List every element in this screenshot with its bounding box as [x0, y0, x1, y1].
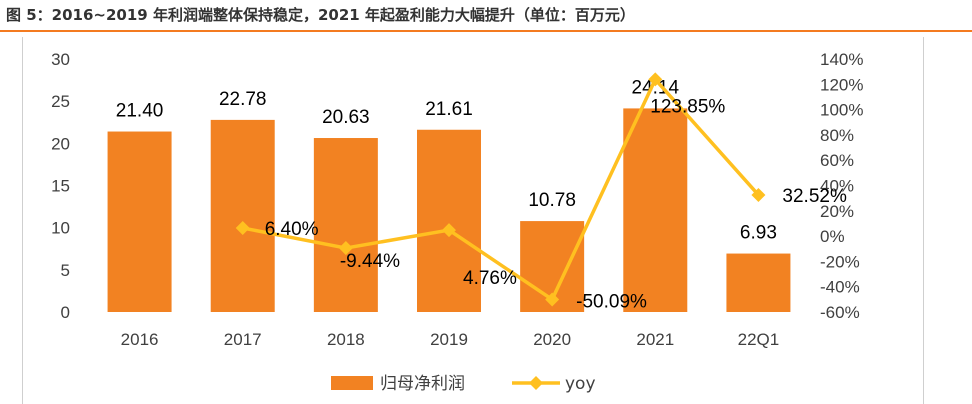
line-series — [235, 72, 766, 307]
legend: 归母净利润 yoy — [331, 374, 596, 394]
right-tick-label: 0% — [820, 227, 845, 246]
left-tick-label: 25 — [51, 92, 70, 111]
left-tick-label: 20 — [51, 134, 70, 153]
legend-bar-label: 归母净利润 — [380, 374, 465, 394]
bar — [726, 253, 791, 312]
bar-value-label: 21.61 — [425, 99, 473, 120]
chart-frame — [22, 37, 924, 404]
yoy-value-label: 6.40% — [265, 219, 319, 240]
bar — [107, 131, 172, 312]
left-tick-label: 5 — [61, 261, 70, 280]
right-tick-label: 80% — [820, 126, 854, 145]
line-data-labels: 6.40% -9.44% 4.76% -50.09% 123.85% 32.52% — [265, 96, 847, 312]
right-tick-label: -60% — [820, 303, 860, 322]
figure-title-bar: 图 5：2016~2019 年利润端整体保持稳定，2021 年起盈利能力大幅提升… — [0, 0, 972, 32]
right-tick-label: 100% — [820, 101, 863, 120]
left-axis: 0 5 10 15 20 25 30 — [51, 50, 70, 322]
right-tick-label: 120% — [820, 75, 863, 94]
right-tick-label: 40% — [820, 177, 854, 196]
x-tick-label: 2020 — [533, 330, 571, 349]
yoy-line — [242, 77, 760, 302]
bar-value-label: 22.78 — [219, 89, 267, 110]
bar — [623, 108, 688, 312]
title-underline — [0, 30, 972, 32]
yoy-value-label: -9.44% — [340, 251, 400, 272]
x-axis: 2016 2017 2018 2019 2020 2021 22Q1 — [121, 330, 780, 349]
figure-title: 图 5：2016~2019 年利润端整体保持稳定，2021 年起盈利能力大幅提升… — [6, 6, 635, 24]
left-tick-label: 0 — [61, 303, 70, 322]
bar — [313, 138, 378, 312]
bar-series — [107, 108, 791, 312]
legend-line-label: yoy — [565, 374, 596, 394]
bar — [417, 129, 481, 312]
bar — [210, 119, 275, 312]
legend-line-marker — [529, 376, 543, 390]
right-tick-label: 140% — [820, 50, 863, 69]
left-tick-label: 30 — [51, 50, 70, 69]
yoy-marker — [751, 187, 766, 202]
yoy-marker — [648, 72, 663, 87]
left-tick-label: 10 — [51, 219, 70, 238]
x-tick-label: 2021 — [636, 330, 674, 349]
yoy-value-label: -50.09% — [576, 291, 647, 312]
bar-value-label: 6.93 — [740, 223, 777, 244]
x-tick-label: 2019 — [430, 330, 468, 349]
bar-value-label: 21.40 — [116, 101, 164, 122]
yoy-value-label: 4.76% — [463, 268, 517, 289]
yoy-value-label: 32.52% — [782, 186, 847, 207]
right-tick-label: 60% — [820, 151, 854, 170]
right-tick-label: -20% — [820, 252, 860, 271]
yoy-marker — [235, 221, 250, 236]
bar-value-label: 10.78 — [528, 190, 576, 211]
x-tick-label: 2018 — [327, 330, 365, 349]
right-tick-label: -40% — [820, 278, 860, 297]
right-axis: -60% -40% -20% 0% 20% 40% 60% 80% 100% 120% 140% — [820, 50, 863, 322]
legend-bar-swatch — [331, 376, 373, 390]
left-tick-label: 15 — [51, 177, 70, 196]
yoy-marker — [338, 241, 353, 256]
x-tick-label: 2017 — [224, 330, 262, 349]
yoy-marker — [545, 292, 560, 307]
yoy-marker — [442, 223, 456, 238]
yoy-value-label: 123.85% — [650, 96, 725, 117]
right-tick-label: 20% — [820, 202, 854, 221]
x-tick-label: 2016 — [121, 330, 159, 349]
bar-value-label: 20.63 — [322, 107, 370, 128]
x-tick-label: 22Q1 — [738, 330, 780, 349]
